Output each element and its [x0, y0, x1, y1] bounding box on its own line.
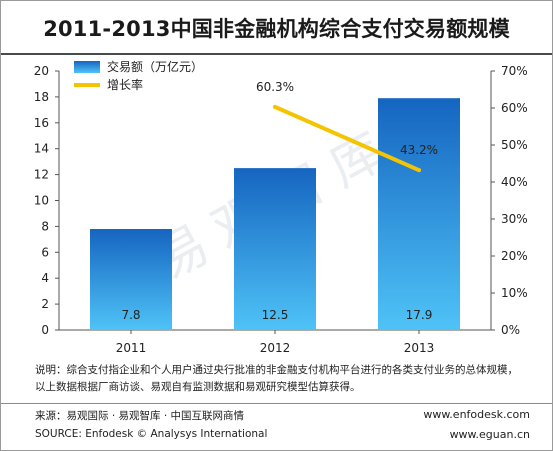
website-eguan[interactable]: www.eguan.cn	[449, 428, 530, 441]
y-left-tick-label: 4	[41, 271, 49, 285]
bar-2013	[378, 98, 460, 330]
chart-title: 2011-2013中国非金融机构综合支付交易额规模	[43, 17, 510, 41]
x-tick-label: 2012	[260, 341, 291, 355]
x-tick-label: 2011	[116, 341, 147, 355]
y-right-tick-label: 10%	[501, 286, 528, 300]
growth-value-label: 43.2%	[400, 143, 438, 157]
source-en: SOURCE: Enfodesk © Analysys Internationa…	[35, 428, 268, 440]
legend-line-label: 增长率	[107, 77, 143, 92]
bar-value-label: 17.9	[406, 308, 433, 322]
legend-bar-label: 交易额（万亿元）	[107, 59, 203, 74]
y-right-tick-label: 30%	[501, 212, 528, 226]
footnote: 说明：综合支付指企业和个人用户通过央行批准的非金融支付机构平台进行的各类支付业务…	[35, 362, 535, 396]
source-cn: 来源：易观国际 · 易观智库 · 中国互联网商情	[35, 410, 245, 422]
bar-2012	[234, 168, 316, 330]
y-right-tick-label: 20%	[501, 249, 528, 263]
y-left-tick-label: 20	[34, 64, 49, 78]
y-left-tick-label: 14	[34, 142, 49, 156]
footnote-line-2: 以上数据根据厂商访谈、易观自有监测数据和易观研究模型估算获得。	[35, 381, 361, 393]
y-left-tick-label: 2	[41, 297, 49, 311]
y-right-tick-label: 0%	[501, 323, 520, 337]
growth-value-label: 60.3%	[256, 80, 294, 94]
bar-value-label: 12.5	[262, 308, 289, 322]
y-left-tick-label: 18	[34, 90, 49, 104]
growth-point	[273, 104, 277, 109]
bar-2011	[90, 228, 172, 330]
growth-rate-line	[273, 104, 421, 173]
y-right-tick-label: 50%	[501, 138, 528, 152]
title-divider	[1, 53, 552, 55]
website-enfodesk[interactable]: www.enfodesk.com	[423, 408, 530, 421]
footnote-line-1: 说明：综合支付指企业和个人用户通过央行批准的非金融支付机构平台进行的各类支付业务…	[35, 364, 518, 376]
y-left-tick-label: 10	[34, 194, 49, 208]
y-left-tick-label: 12	[34, 168, 49, 182]
y-left-tick-label: 8	[41, 219, 49, 233]
footer-divider	[1, 403, 552, 404]
y-left-tick-label: 6	[41, 245, 49, 259]
bar-value-label: 7.8	[121, 308, 140, 322]
x-tick-label: 2013	[404, 341, 435, 355]
y-left-tick-label: 16	[34, 116, 49, 130]
legend-bar-swatch	[74, 61, 100, 73]
y-left-tick-label: 0	[41, 323, 49, 337]
y-right-tick-label: 40%	[501, 175, 528, 189]
y-right-tick-label: 70%	[501, 64, 528, 78]
y-right-tick-label: 60%	[501, 101, 528, 115]
growth-point	[417, 168, 421, 173]
combo-chart: 0 2 4 6 8 10 12 14 16 18 20 0% 10% 20% 30% 40% 50% 60% 70%…	[34, 59, 528, 355]
